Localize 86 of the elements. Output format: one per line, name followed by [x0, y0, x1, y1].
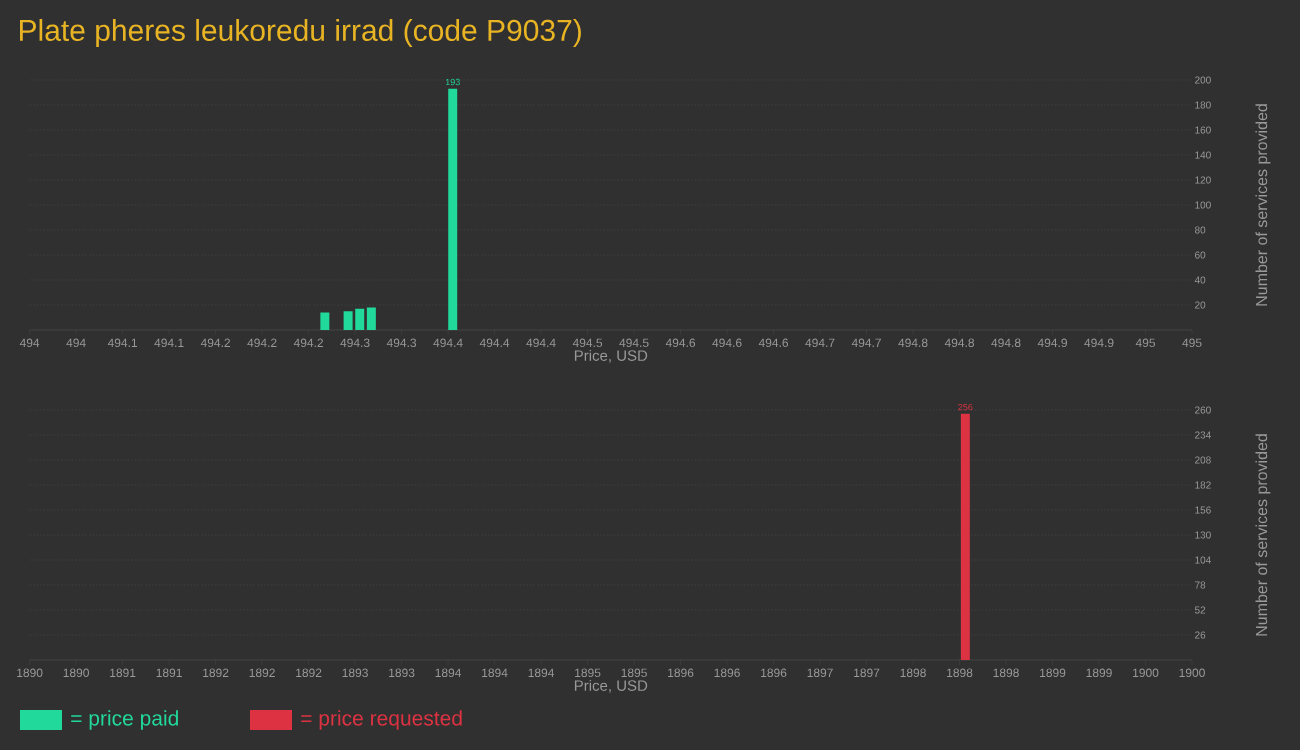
x-tick-label: 1899 [1086, 668, 1112, 678]
x-tick-label: 494 [19, 338, 40, 348]
x-tick-label: 1893 [389, 668, 415, 678]
x-tick-label: 494.8 [991, 338, 1021, 348]
x-tick-label: 495 [1182, 338, 1202, 348]
y-axis-title: Number of services provided [1255, 104, 1271, 306]
y-tick-label: 78 [1195, 581, 1206, 589]
x-tick-label: 1900 [1179, 668, 1205, 678]
x-tick-label: 494.6 [758, 338, 789, 348]
y-tick-label: 100 [1195, 201, 1211, 209]
x-tick-label: 494.8 [898, 338, 928, 348]
x-tick-label: 494.6 [712, 338, 742, 348]
x-tick-label: 1890 [17, 668, 43, 678]
y-tick-label: 200 [1195, 76, 1211, 84]
x-tick-label: 494.7 [851, 338, 881, 348]
x-tick-label: 1895 [575, 668, 601, 678]
x-tick-label: 1898 [900, 668, 926, 678]
y-tick-label: 20 [1195, 301, 1206, 309]
y-tick-label: 260 [1195, 406, 1211, 414]
x-tick-label: 1899 [1040, 668, 1066, 678]
y-tick-label: 160 [1195, 126, 1211, 134]
x-tick-label: 1896 [714, 668, 740, 678]
x-tick-label: 1895 [621, 668, 647, 678]
x-tick-label: 494.6 [665, 338, 696, 348]
bar [320, 312, 330, 330]
legend-label: = price requested [301, 710, 462, 730]
data-label: 193 [445, 78, 460, 86]
x-tick-label: 494.4 [433, 338, 463, 348]
x-tick-label: 1900 [1133, 668, 1159, 678]
x-tick-label: 494.8 [944, 338, 975, 348]
x-tick-label: 494.2 [200, 338, 230, 348]
data-label: 256 [958, 403, 973, 411]
y-tick-label: 182 [1195, 481, 1211, 489]
y-tick-label: 40 [1194, 276, 1206, 284]
x-axis-title: Price, USD [574, 349, 648, 363]
x-tick-label: 494.3 [340, 338, 370, 348]
x-tick-label: 494 [66, 338, 86, 348]
y-tick-label: 104 [1195, 556, 1211, 564]
x-tick-label: 1898 [993, 668, 1019, 678]
chart-title: Plate pheres leukoredu irrad (code P9037) [20, 19, 581, 47]
y-tick-label: 60 [1195, 251, 1206, 259]
y-tick-label: 26 [1195, 631, 1206, 639]
x-tick-label: 1896 [761, 668, 787, 678]
bar [448, 88, 458, 330]
x-tick-label: 1898 [947, 668, 973, 678]
x-tick-label: 1891 [156, 668, 182, 678]
bar [355, 308, 365, 330]
x-tick-label: 495 [1135, 338, 1156, 348]
x-tick-label: 494.1 [154, 338, 184, 348]
x-tick-label: 1891 [110, 668, 136, 678]
x-tick-label: 1894 [528, 668, 555, 678]
x-tick-label: 1894 [435, 668, 462, 678]
x-tick-label: 494.2 [247, 338, 277, 348]
y-tick-label: 140 [1195, 151, 1211, 159]
y-axis-title: Number of services provided [1255, 434, 1271, 636]
x-tick-label: 494.4 [526, 338, 556, 348]
x-tick-label: 494.1 [107, 338, 138, 348]
x-tick-label: 494.4 [479, 338, 510, 348]
x-tick-label: 494.3 [386, 338, 417, 348]
y-tick-label: 208 [1195, 456, 1211, 464]
y-tick-label: 52 [1194, 606, 1206, 614]
x-axis-title: Price, USD [574, 679, 648, 693]
x-tick-label: 494.9 [1037, 338, 1067, 348]
x-tick-label: 494.5 [619, 338, 649, 348]
x-tick-label: 1894 [482, 668, 508, 678]
x-tick-label: 1893 [342, 668, 368, 678]
y-tick-label: 130 [1195, 531, 1211, 539]
x-tick-label: 1896 [668, 668, 694, 678]
x-tick-label: 494.2 [293, 338, 323, 348]
bar [343, 311, 353, 330]
y-tick-label: 234 [1195, 431, 1211, 439]
x-tick-label: 1892 [296, 668, 322, 678]
x-tick-label: 1890 [63, 668, 89, 678]
x-tick-label: 1897 [854, 668, 880, 678]
x-tick-label: 1892 [203, 668, 229, 678]
y-tick-label: 156 [1195, 506, 1211, 514]
y-tick-label: 180 [1195, 101, 1211, 109]
x-tick-label: 494.7 [805, 338, 835, 348]
bar [366, 307, 376, 330]
y-tick-label: 80 [1194, 226, 1206, 234]
y-tick-label: 120 [1195, 176, 1211, 184]
x-tick-label: 1892 [249, 668, 275, 678]
x-tick-label: 494.9 [1084, 338, 1114, 348]
legend-label: = price paid [71, 710, 178, 730]
x-tick-label: 494.5 [572, 338, 603, 348]
x-tick-label: 1897 [807, 668, 833, 678]
